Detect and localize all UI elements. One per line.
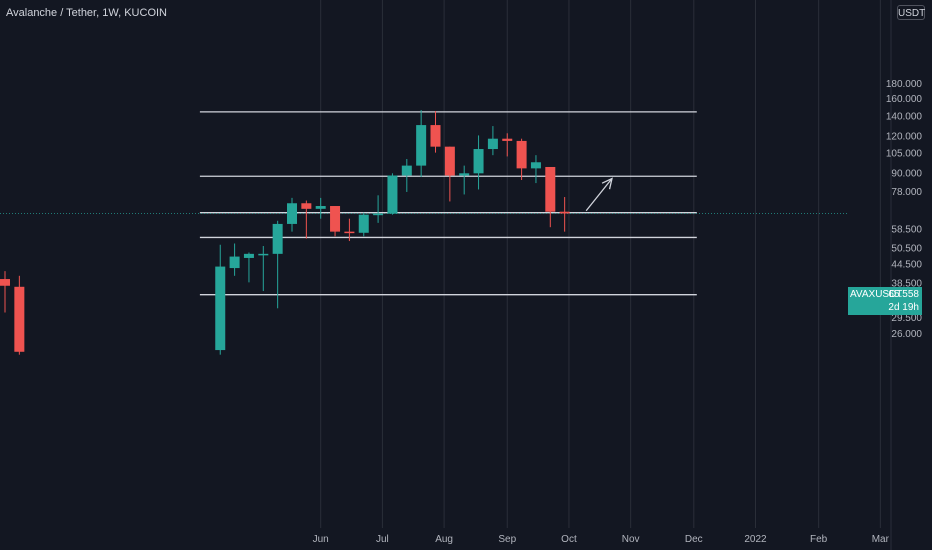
candle: [258, 246, 269, 292]
candle: [545, 166, 556, 228]
y-tick-label: 44.500: [891, 260, 922, 271]
horizontal-levels: [0, 111, 848, 296]
candle: [315, 197, 326, 219]
candle: [516, 138, 527, 180]
candle: [330, 206, 341, 237]
candle: [301, 200, 312, 239]
candle: [530, 155, 541, 184]
time-axis[interactable]: JunJulAugSepOctNovDec2022FebMarAprMayJun…: [313, 534, 932, 545]
candle: [272, 220, 283, 309]
candle: [344, 218, 355, 242]
candle-body: [459, 173, 470, 176]
y-tick-label: 78.000: [891, 187, 922, 198]
candle-body: [344, 231, 355, 234]
candle-body: [373, 213, 384, 216]
candle-body: [430, 125, 441, 147]
candle: [416, 110, 427, 177]
currency-button[interactable]: USDT: [897, 5, 925, 20]
candle: [0, 271, 10, 313]
x-tick-label: Oct: [561, 534, 577, 545]
y-tick-label: 120.000: [886, 131, 923, 142]
candle: [401, 158, 412, 192]
candle-body: [473, 149, 484, 174]
candle-body: [401, 165, 412, 176]
y-tick-label: 29.500: [891, 313, 922, 324]
candle: [229, 243, 240, 276]
candle: [387, 173, 398, 215]
y-tick-label: 26.000: [891, 329, 922, 340]
y-tick-label: 180.000: [886, 79, 923, 90]
price-tag-symbol: AVAXUSDT: [850, 289, 903, 300]
candle: [14, 275, 25, 355]
candle: [243, 252, 254, 283]
x-tick-label: Feb: [810, 534, 828, 545]
candle-body: [387, 175, 398, 214]
candle-body: [315, 206, 326, 209]
x-tick-label: Sep: [498, 534, 516, 545]
candle-body: [272, 223, 283, 254]
candle-body: [516, 140, 527, 169]
x-tick-label: Aug: [435, 534, 453, 545]
candle-body: [14, 286, 25, 352]
arrow-shaft: [585, 178, 613, 212]
price-tag: AVAXUSDT 65.558 2d 19h: [848, 287, 922, 315]
price-tag-value: 65.558: [888, 289, 919, 300]
candle-body: [416, 125, 427, 166]
trend-arrow: [585, 177, 613, 212]
y-tick-label: 140.000: [886, 112, 923, 123]
y-tick-label: 38.500: [891, 278, 922, 289]
y-tick-label: 160.000: [886, 94, 923, 105]
candle-body: [0, 279, 10, 286]
candle-body: [243, 253, 254, 258]
candle: [358, 212, 369, 237]
y-tick-label: 90.000: [891, 169, 922, 180]
candle-body: [215, 266, 226, 351]
x-tick-label: Nov: [622, 534, 640, 545]
candle-body: [358, 214, 369, 233]
candle-body: [530, 162, 541, 169]
candle: [430, 110, 441, 153]
candle: [473, 135, 484, 190]
candle: [373, 195, 384, 223]
candle: [502, 133, 513, 157]
candle-body: [301, 203, 312, 209]
candle: [487, 126, 498, 156]
candle-body: [545, 166, 556, 212]
candle-body: [229, 256, 240, 269]
candle-body: [444, 146, 455, 176]
candle-body: [330, 206, 341, 232]
chart-title: Avalanche / Tether, 1W, KUCOIN: [6, 7, 168, 19]
candles: [0, 110, 570, 355]
candle-body: [487, 138, 498, 150]
x-tick-label: Jul: [376, 534, 389, 545]
candle: [444, 146, 455, 202]
y-tick-label: 58.500: [891, 224, 922, 235]
x-tick-label: 2022: [744, 534, 767, 545]
candle: [215, 244, 226, 355]
price-tag-countdown: 2d 19h: [888, 302, 919, 313]
arrow-head: [601, 177, 613, 190]
x-tick-label: Jun: [313, 534, 329, 545]
candle: [459, 165, 470, 195]
candle: [287, 197, 297, 232]
candle-body: [258, 253, 269, 256]
candle: [559, 197, 570, 232]
x-tick-label: Dec: [685, 534, 703, 545]
candle-body: [502, 138, 513, 141]
candle-body: [559, 211, 570, 214]
vertical-gridlines: [320, 0, 881, 528]
candle-body: [287, 203, 297, 224]
y-tick-label: 105.000: [886, 149, 923, 160]
y-tick-label: 50.500: [891, 243, 922, 254]
x-tick-label: Mar: [872, 534, 890, 545]
